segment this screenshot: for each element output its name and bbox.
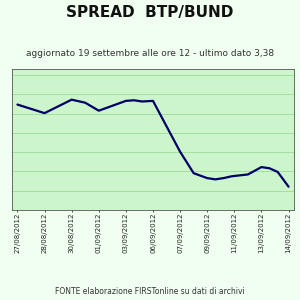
Text: SPREAD  BTP/BUND: SPREAD BTP/BUND — [66, 4, 234, 20]
Text: aggiornato 19 settembre alle ore 12 - ultimo dato 3,38: aggiornato 19 settembre alle ore 12 - ul… — [26, 50, 274, 58]
Text: FONTE elaborazione FIRSTonline su dati di archivi: FONTE elaborazione FIRSTonline su dati d… — [55, 286, 245, 296]
